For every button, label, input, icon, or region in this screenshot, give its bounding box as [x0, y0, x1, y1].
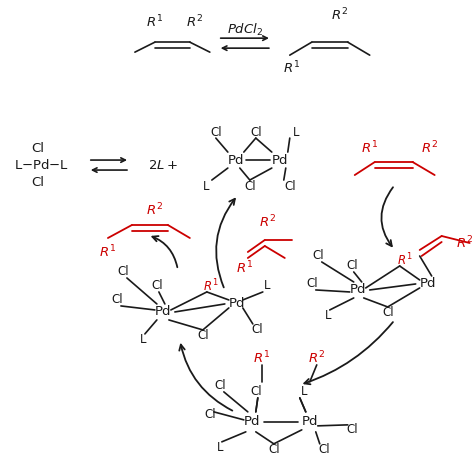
Text: Cl: Cl [204, 409, 216, 421]
Text: $R^1$: $R^1$ [100, 244, 117, 260]
Text: $R^2$: $R^2$ [456, 235, 473, 251]
Text: L: L [264, 280, 270, 292]
Text: $R^2$: $R^2$ [308, 350, 325, 366]
Text: $R^2$: $R^2$ [259, 214, 276, 230]
Text: Pd: Pd [228, 298, 245, 310]
Text: $R^2$: $R^2$ [331, 7, 348, 24]
Text: Cl: Cl [31, 175, 45, 189]
Text: $R^1$: $R^1$ [203, 278, 219, 294]
Text: Cl: Cl [318, 443, 329, 456]
Text: $R^1$: $R^1$ [397, 252, 412, 268]
Text: Cl: Cl [214, 379, 226, 392]
Text: $R^1$: $R^1$ [253, 350, 270, 366]
Text: Cl: Cl [268, 443, 280, 456]
Text: L: L [301, 385, 307, 398]
Text: Cl: Cl [284, 180, 296, 192]
Text: Cl: Cl [250, 126, 262, 138]
Text: Pd: Pd [155, 305, 171, 319]
Text: $R^2$: $R^2$ [146, 202, 164, 219]
Text: $R^2$: $R^2$ [421, 140, 438, 156]
Text: Cl: Cl [312, 249, 324, 263]
Text: Cl: Cl [151, 280, 163, 292]
Text: Cl: Cl [346, 259, 357, 273]
Text: L: L [325, 310, 331, 322]
Text: Cl: Cl [244, 180, 255, 192]
Text: $R^1$: $R^1$ [236, 260, 253, 276]
Text: $PdCl_2$: $PdCl_2$ [227, 22, 263, 38]
Text: Cl: Cl [111, 293, 123, 307]
Text: L: L [217, 441, 223, 455]
Text: $R^1$: $R^1$ [361, 140, 378, 156]
Text: $R^2$: $R^2$ [186, 14, 203, 30]
Text: L$-$Pd$-$L: L$-$Pd$-$L [14, 158, 69, 172]
Text: Cl: Cl [210, 126, 222, 138]
Text: Cl: Cl [117, 265, 129, 278]
Text: Pd: Pd [419, 277, 436, 291]
Text: Pd: Pd [244, 415, 260, 428]
Text: L: L [202, 180, 209, 192]
Text: $R^1$: $R^1$ [283, 60, 301, 76]
Text: L: L [140, 333, 146, 346]
Text: Cl: Cl [31, 142, 45, 155]
Text: Pd: Pd [228, 154, 244, 166]
Text: Cl: Cl [346, 423, 357, 437]
Text: Cl: Cl [250, 385, 262, 398]
Text: Cl: Cl [251, 323, 263, 337]
Text: Cl: Cl [306, 277, 318, 291]
Text: Cl: Cl [197, 329, 209, 342]
Text: $2L +$: $2L +$ [148, 159, 178, 172]
Text: $R^1$: $R^1$ [146, 14, 164, 30]
Text: Pd: Pd [272, 154, 288, 166]
Text: L: L [292, 126, 299, 138]
Text: Cl: Cl [382, 307, 393, 319]
Text: Pd: Pd [301, 415, 318, 428]
Text: Pd: Pd [349, 283, 366, 296]
